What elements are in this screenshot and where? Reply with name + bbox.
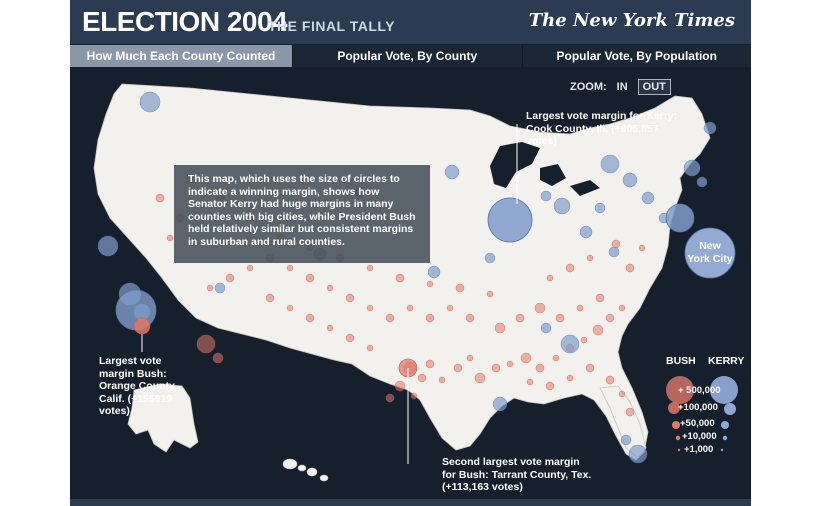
legend-bush-50k [672,421,680,429]
zoom-control: ZOOM: IN OUT [570,79,671,95]
legend-kerry-label: KERRY [708,355,745,367]
page-title: ELECTION 2004 [82,6,288,37]
legend-level-100k: +100,000 [678,402,718,413]
annotation-kerry-cook: Largest vote margin for Kerry: Cook Coun… [526,110,678,147]
bottom-strip [70,499,751,506]
nyc-metro-circle [665,203,695,233]
legend-bush-1k [677,448,681,452]
page-subtitle: THE FINAL TALLY [268,18,396,34]
legend-bush-label: BUSH [666,355,696,367]
tab-how-much-each-county[interactable]: How Much Each County Counted [70,45,293,67]
alaska [127,383,199,453]
tab-popular-vote-county[interactable]: Popular Vote, By County [293,45,523,67]
legend-bush-10k [675,435,681,441]
legend-bush-500k [666,376,694,404]
annotation-nyc: New York City [687,240,733,265]
legend-kerry-50k [721,421,729,429]
annotation-bush-tarrant: Second largest vote margin for Bush: Tar… [442,456,592,493]
nyc-callout-circle [684,227,736,279]
zoom-out-button[interactable]: OUT [637,79,671,95]
legend-circles [666,376,738,452]
map-area[interactable]: ZOOM: IN OUT This map, which uses the si… [70,68,751,506]
legend-level-500k: + 500,000 [678,385,721,396]
legend-level-50k: +50,000 [680,418,715,429]
info-box: This map, which uses the size of circles… [174,165,430,263]
legend-kerry-500k [710,376,738,404]
zoom-label: ZOOM: [570,81,607,93]
left-margin [0,0,70,506]
hawaii [282,458,329,482]
legend-kerry-100k [724,403,736,415]
legend-level-1k: +1,000 [684,444,714,455]
zoom-in-button[interactable]: IN [616,81,628,93]
header-bar: ELECTION 2004 THE FINAL TALLY The New Yo… [70,0,751,44]
legend-bush-100k [668,402,680,414]
election-map-frame: ELECTION 2004 THE FINAL TALLY The New Yo… [70,0,751,506]
tab-bar: How Much Each County Counted Popular Vot… [70,45,751,67]
legend-kerry-10k [722,435,728,441]
orange-county-circle [133,317,151,335]
nyt-logo[interactable]: The New York Times [528,10,735,31]
annotation-bush-orange: Largest vote margin Bush: Orange County,… [99,355,177,417]
cook-county-circle [487,197,533,243]
legend-kerry-1k [720,448,724,452]
legend-level-10k: +10,000 [682,431,717,442]
legend: BUSH KERRY + 500,000 +100,000 +50,000 +1… [654,351,744,481]
tab-popular-vote-population[interactable]: Popular Vote, By Population [556,49,717,63]
